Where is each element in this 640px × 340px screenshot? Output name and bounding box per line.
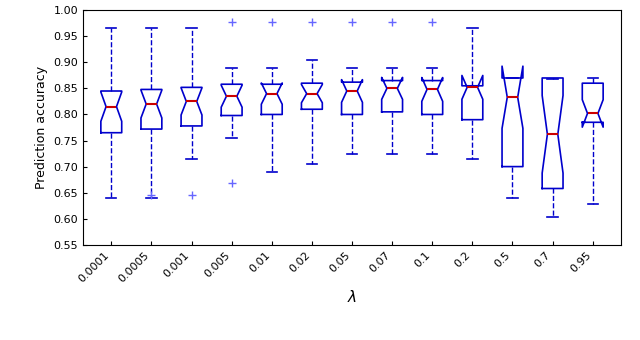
Y-axis label: Prediction accuracy: Prediction accuracy xyxy=(35,66,48,189)
X-axis label: λ: λ xyxy=(348,290,356,305)
